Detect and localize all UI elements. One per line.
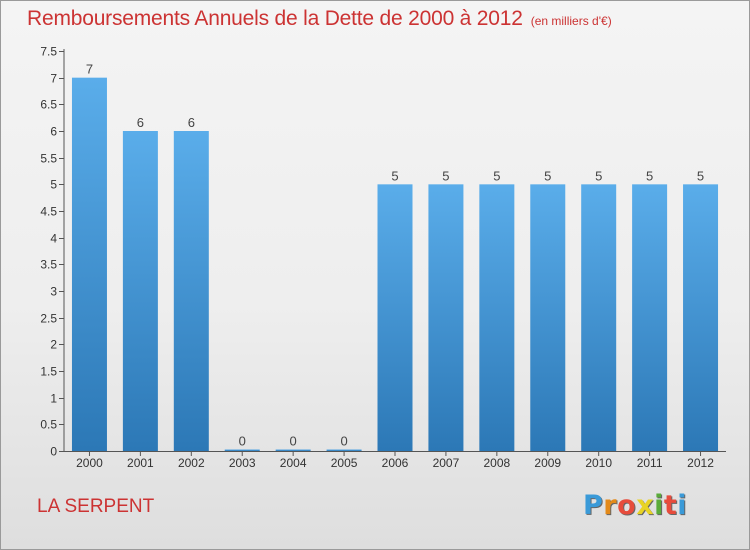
data-label: 0 [239, 434, 246, 449]
x-tick-label: 2011 [637, 456, 663, 470]
bar [581, 184, 617, 452]
x-tick-label: 2004 [280, 456, 307, 470]
data-label: 7 [86, 62, 93, 77]
y-tick-label: 2 [50, 338, 57, 352]
x-tick-label: 2008 [483, 456, 510, 470]
x-tick-label: 2009 [534, 456, 561, 470]
y-tick-label: 0 [50, 445, 57, 459]
x-tick-label: 2005 [331, 456, 358, 470]
x-tick-label: 2010 [585, 456, 612, 470]
data-label: 5 [595, 168, 602, 183]
logo-letter: i [677, 490, 688, 521]
axes: 0 0.5 1 1.5 2 2.5 3 3.5 4 4.5 5 5.5 6 6.5 7 7.5 2000 2001… [40, 45, 726, 470]
chart-subtitle: (en milliers d'€) [530, 14, 612, 28]
logo-letter: i [654, 490, 664, 521]
bar [428, 184, 464, 452]
logo-letter: r [603, 490, 618, 521]
y-tick-label: 1 [50, 392, 57, 406]
data-label: 5 [544, 168, 551, 183]
x-tick-label: 2006 [382, 456, 409, 470]
y-tick-label: 6.5 [40, 98, 57, 112]
x-tick-label: 2002 [178, 456, 205, 470]
x-tick-label: 2000 [76, 456, 103, 470]
y-tick-label: 2.5 [40, 312, 57, 326]
data-label: 5 [646, 168, 653, 183]
y-tick-label: 3.5 [40, 258, 57, 272]
logo-letter: t [663, 490, 678, 521]
data-label: 0 [290, 434, 297, 449]
y-tick-label: 4.5 [40, 205, 57, 219]
bars [71, 77, 719, 452]
logo-letter: P [583, 490, 604, 521]
bar [173, 131, 209, 451]
proxiti-logo: Proxiti [583, 490, 687, 521]
data-label: 6 [188, 115, 195, 130]
data-label: 0 [340, 434, 347, 449]
x-tick-label: 2007 [433, 456, 460, 470]
y-tick-label: 5.5 [40, 152, 57, 166]
bar [275, 449, 311, 451]
data-label: 6 [137, 115, 144, 130]
y-tick-label: 0.5 [40, 418, 57, 432]
title-row: Remboursements Annuels de la Dette de 20… [27, 7, 612, 31]
y-tick-label: 6 [50, 125, 57, 139]
y-tick-label: 4 [50, 232, 57, 246]
bar [224, 449, 260, 451]
y-tick-label: 7 [50, 72, 57, 86]
bar [71, 77, 107, 452]
data-labels: 7 6 6 0 0 0 5 5 5 5 5 5 5 [86, 62, 704, 449]
x-tick-label: 2003 [229, 456, 256, 470]
data-label: 5 [391, 168, 398, 183]
logo-letter: x [636, 490, 655, 521]
x-tick-label: 2012 [687, 456, 714, 470]
commune-name: LA SERPENT [37, 496, 155, 517]
data-label: 5 [442, 168, 449, 183]
y-tick-label: 1.5 [40, 365, 57, 379]
bar [530, 184, 566, 452]
bar [683, 184, 719, 452]
data-label: 5 [697, 168, 704, 183]
bar [632, 184, 668, 452]
bar [122, 131, 158, 451]
y-tick-label: 3 [50, 285, 57, 299]
y-tick-label: 7.5 [40, 45, 57, 59]
logo-letter: o [617, 490, 637, 521]
y-tick-label: 5 [50, 178, 57, 192]
bar [377, 184, 413, 452]
data-label: 5 [493, 168, 500, 183]
chart-title: Remboursements Annuels de la Dette de 20… [27, 7, 523, 30]
bar [326, 449, 362, 451]
x-tick-label: 2001 [127, 456, 154, 470]
bar [479, 184, 515, 452]
